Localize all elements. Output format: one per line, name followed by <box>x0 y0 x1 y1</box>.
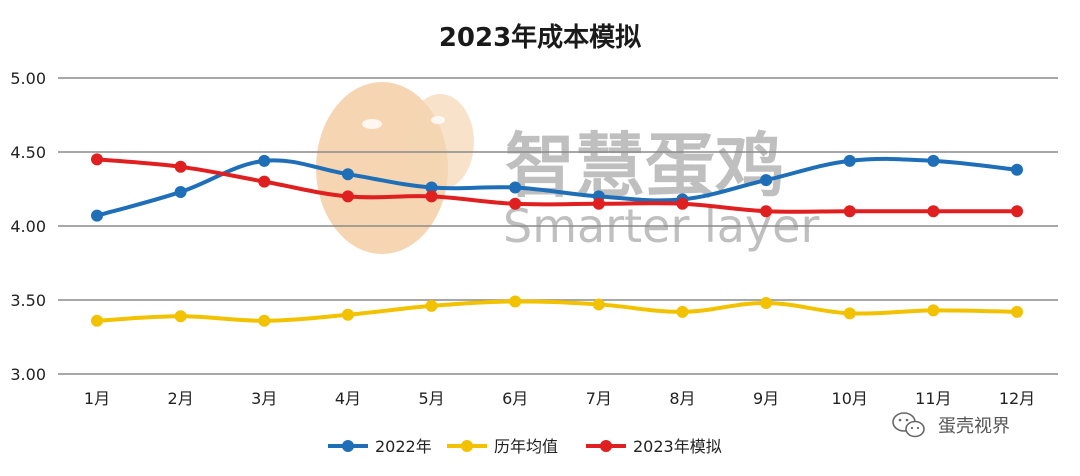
data-point <box>174 310 187 323</box>
data-point <box>760 205 773 218</box>
y-tick-label: 4.00 <box>10 217 46 236</box>
data-point <box>258 314 271 327</box>
data-point <box>174 160 187 173</box>
y-tick-label: 3.00 <box>10 365 46 384</box>
data-point <box>425 299 438 312</box>
legend-item: 2022年 <box>328 437 432 456</box>
data-point <box>760 174 773 187</box>
data-point <box>425 181 438 194</box>
y-axis: 3.00 3.50 4.00 4.50 5.00 <box>10 69 46 384</box>
legend-label: 2023年模拟 <box>633 437 722 456</box>
y-tick-label: 3.50 <box>10 291 46 310</box>
legend-item: 2023年模拟 <box>586 437 722 456</box>
legend-marker <box>600 440 612 452</box>
grid-lines <box>58 77 1058 375</box>
wechat-icon <box>892 412 925 438</box>
chart-title: 2023年成本模拟 <box>439 22 641 53</box>
y-tick-label: 5.00 <box>10 69 46 88</box>
legend-label: 2022年 <box>375 437 432 456</box>
x-tick-label: 3月 <box>251 389 277 408</box>
series-line <box>95 156 1019 218</box>
watermark-main-text: 智慧蛋鸡 <box>505 125 785 207</box>
series-line <box>95 157 1019 214</box>
data-point <box>927 304 940 317</box>
legend: 2022年 历年均值 2023年模拟 <box>328 437 722 456</box>
data-point <box>592 197 605 210</box>
legend-label: 历年均值 <box>494 437 558 456</box>
x-tick-label: 2月 <box>168 389 194 408</box>
x-axis: 1月 2月 3月 4月 5月 6月 7月 8月 9月 10月 11月 12月 <box>84 389 1035 408</box>
data-point <box>91 153 103 166</box>
data-point <box>843 307 856 320</box>
data-point <box>341 190 354 203</box>
data-point <box>341 168 354 181</box>
x-tick-label: 7月 <box>586 389 612 408</box>
data-point <box>509 295 522 308</box>
data-point <box>91 314 103 327</box>
data-point <box>592 298 605 311</box>
data-point <box>341 308 354 321</box>
data-point <box>760 296 773 309</box>
data-point <box>843 154 856 167</box>
data-point <box>1011 305 1023 318</box>
x-tick-label: 11月 <box>915 389 951 408</box>
legend-marker <box>342 440 354 452</box>
data-point <box>927 154 940 167</box>
legend-item: 历年均值 <box>447 437 558 456</box>
data-point <box>258 175 271 188</box>
x-tick-label: 12月 <box>999 389 1035 408</box>
series-line <box>95 299 1019 323</box>
series-2 <box>91 295 1023 327</box>
series-3 <box>91 153 1023 218</box>
data-point <box>509 181 522 194</box>
data-point <box>91 209 103 222</box>
y-tick-label: 4.50 <box>10 143 46 162</box>
x-tick-label: 9月 <box>753 389 779 408</box>
data-point <box>1011 163 1023 176</box>
x-tick-label: 1月 <box>84 389 110 408</box>
legend-marker <box>461 440 473 452</box>
x-tick-label: 4月 <box>335 389 361 408</box>
data-point <box>425 190 438 203</box>
source-text: 蛋壳视界 <box>938 416 1010 437</box>
series-layer <box>91 153 1023 327</box>
data-point <box>676 197 689 210</box>
watermark: 智慧蛋鸡 Smarter layer <box>316 82 819 254</box>
data-point <box>258 154 271 167</box>
data-point <box>509 197 522 210</box>
x-tick-label: 10月 <box>832 389 868 408</box>
source-badge: 蛋壳视界 <box>892 412 1010 438</box>
data-point <box>676 305 689 318</box>
x-tick-label: 6月 <box>502 389 528 408</box>
data-point <box>174 185 187 198</box>
watermark-logo <box>316 82 474 254</box>
data-point <box>927 205 940 218</box>
data-point <box>1011 205 1023 218</box>
x-tick-label: 5月 <box>418 389 444 408</box>
data-point <box>843 205 856 218</box>
x-tick-label: 8月 <box>669 389 695 408</box>
